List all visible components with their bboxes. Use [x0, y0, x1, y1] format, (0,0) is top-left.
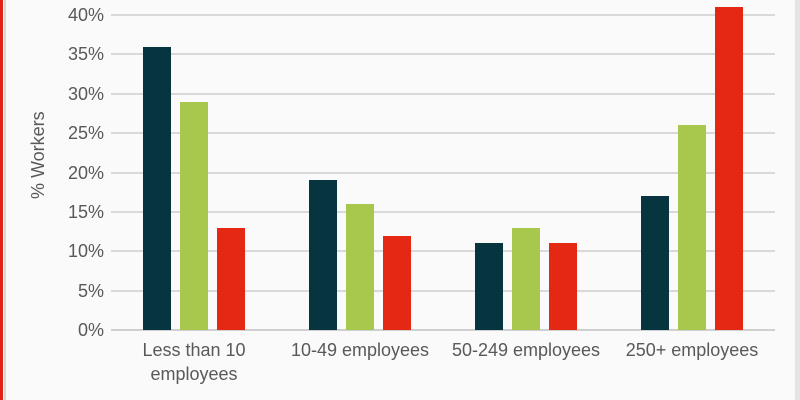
- gridline: [111, 171, 775, 174]
- gridline: [111, 14, 775, 16]
- bar-green-series: [678, 125, 706, 330]
- bar-green-series: [512, 227, 540, 330]
- bar-dark-teal-series: [309, 180, 337, 330]
- y-tick-label: 10%: [67, 241, 104, 262]
- y-tick-label: 20%: [67, 162, 104, 183]
- bar-red-series: [383, 235, 411, 330]
- bar-group: [111, 15, 277, 330]
- y-axis-title: % Workers: [28, 111, 48, 199]
- y-tick-label: 40%: [67, 5, 104, 25]
- plot-area: [111, 7, 775, 331]
- gridline: [111, 289, 775, 292]
- gridline: [111, 250, 775, 253]
- x-axis-category-label: Less than 10 employees: [111, 338, 277, 386]
- gridline: [111, 92, 775, 95]
- y-tick-label: 15%: [67, 201, 104, 222]
- left-edge-gray-line: [4, 0, 6, 400]
- bar-green-series: [346, 204, 374, 330]
- bar-group: [443, 15, 609, 330]
- x-axis-labels: Less than 10 employees 10-49 employees 50-2…: [111, 338, 775, 386]
- bar-group: [277, 15, 443, 330]
- gridline: [111, 53, 775, 56]
- x-axis-label-line: employees: [150, 364, 238, 384]
- bar-green-series: [180, 101, 208, 330]
- bar-dark-teal-series: [641, 196, 669, 330]
- y-tick-label: 5%: [77, 280, 104, 301]
- right-edge-gray-line: [795, 0, 800, 400]
- x-axis-label-line: Less than 10: [142, 340, 246, 360]
- bar-dark-teal-series: [143, 46, 171, 330]
- y-tick-label: 0%: [77, 320, 104, 340]
- y-tick-label: 35%: [67, 44, 104, 65]
- gridline: [111, 132, 775, 135]
- y-tick-label: 30%: [67, 83, 104, 104]
- x-axis-category-label: 250+ employees: [609, 338, 775, 386]
- bar-dark-teal-series: [475, 243, 503, 330]
- x-axis-category-label: 50-249 employees: [443, 338, 609, 386]
- x-axis-label-line: 50-249 employees: [451, 340, 601, 360]
- bar-red-series: [217, 227, 245, 330]
- x-axis-category-label: 10-49 employees: [277, 338, 443, 386]
- bar-groups: [111, 7, 775, 330]
- x-axis-label-line: 250+ employees: [625, 340, 759, 360]
- bar-group: [609, 7, 775, 330]
- bar-red-series: [549, 243, 577, 330]
- y-tick-label: 25%: [67, 123, 104, 144]
- gridline: [111, 210, 775, 213]
- x-axis-label-line: 10-49 employees: [290, 340, 430, 360]
- left-edge-red-line: [0, 0, 3, 400]
- x-axis-line: [111, 329, 775, 331]
- bar-red-series: [715, 7, 743, 330]
